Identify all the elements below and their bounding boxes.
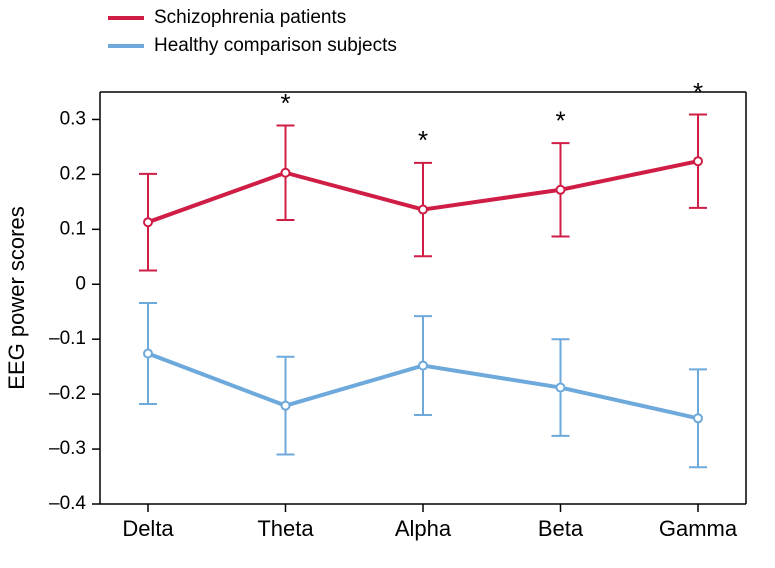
data-marker xyxy=(144,218,152,226)
y-tick-label: 0.2 xyxy=(60,163,86,184)
data-marker xyxy=(282,169,290,177)
y-tick-label: 0.3 xyxy=(60,108,86,129)
data-marker xyxy=(419,362,427,370)
y-tick-label: –0.3 xyxy=(49,438,86,459)
y-axis-title: EEG power scores xyxy=(4,206,29,389)
y-tick-label: –0.4 xyxy=(49,493,86,514)
data-marker xyxy=(282,402,290,410)
x-tick-label: Beta xyxy=(538,516,584,541)
y-tick-label: 0 xyxy=(75,273,86,294)
x-tick-label: Delta xyxy=(122,516,174,541)
data-marker xyxy=(144,349,152,357)
data-marker xyxy=(557,186,565,194)
legend-label: Healthy comparison subjects xyxy=(154,35,397,56)
data-marker xyxy=(694,414,702,422)
x-tick-label: Alpha xyxy=(395,516,452,541)
significance-marker: * xyxy=(555,105,565,135)
x-tick-label: Gamma xyxy=(659,516,738,541)
y-tick-label: –0.2 xyxy=(49,383,86,404)
data-marker xyxy=(694,157,702,165)
y-tick-label: 0.1 xyxy=(60,218,86,239)
y-tick-label: –0.1 xyxy=(49,328,86,349)
legend-label: Schizophrenia patients xyxy=(154,7,346,28)
significance-marker: * xyxy=(418,125,428,155)
data-marker xyxy=(419,206,427,214)
significance-marker: * xyxy=(693,77,703,107)
x-tick-label: Theta xyxy=(257,516,314,541)
data-marker xyxy=(557,384,565,392)
significance-marker: * xyxy=(280,88,290,118)
